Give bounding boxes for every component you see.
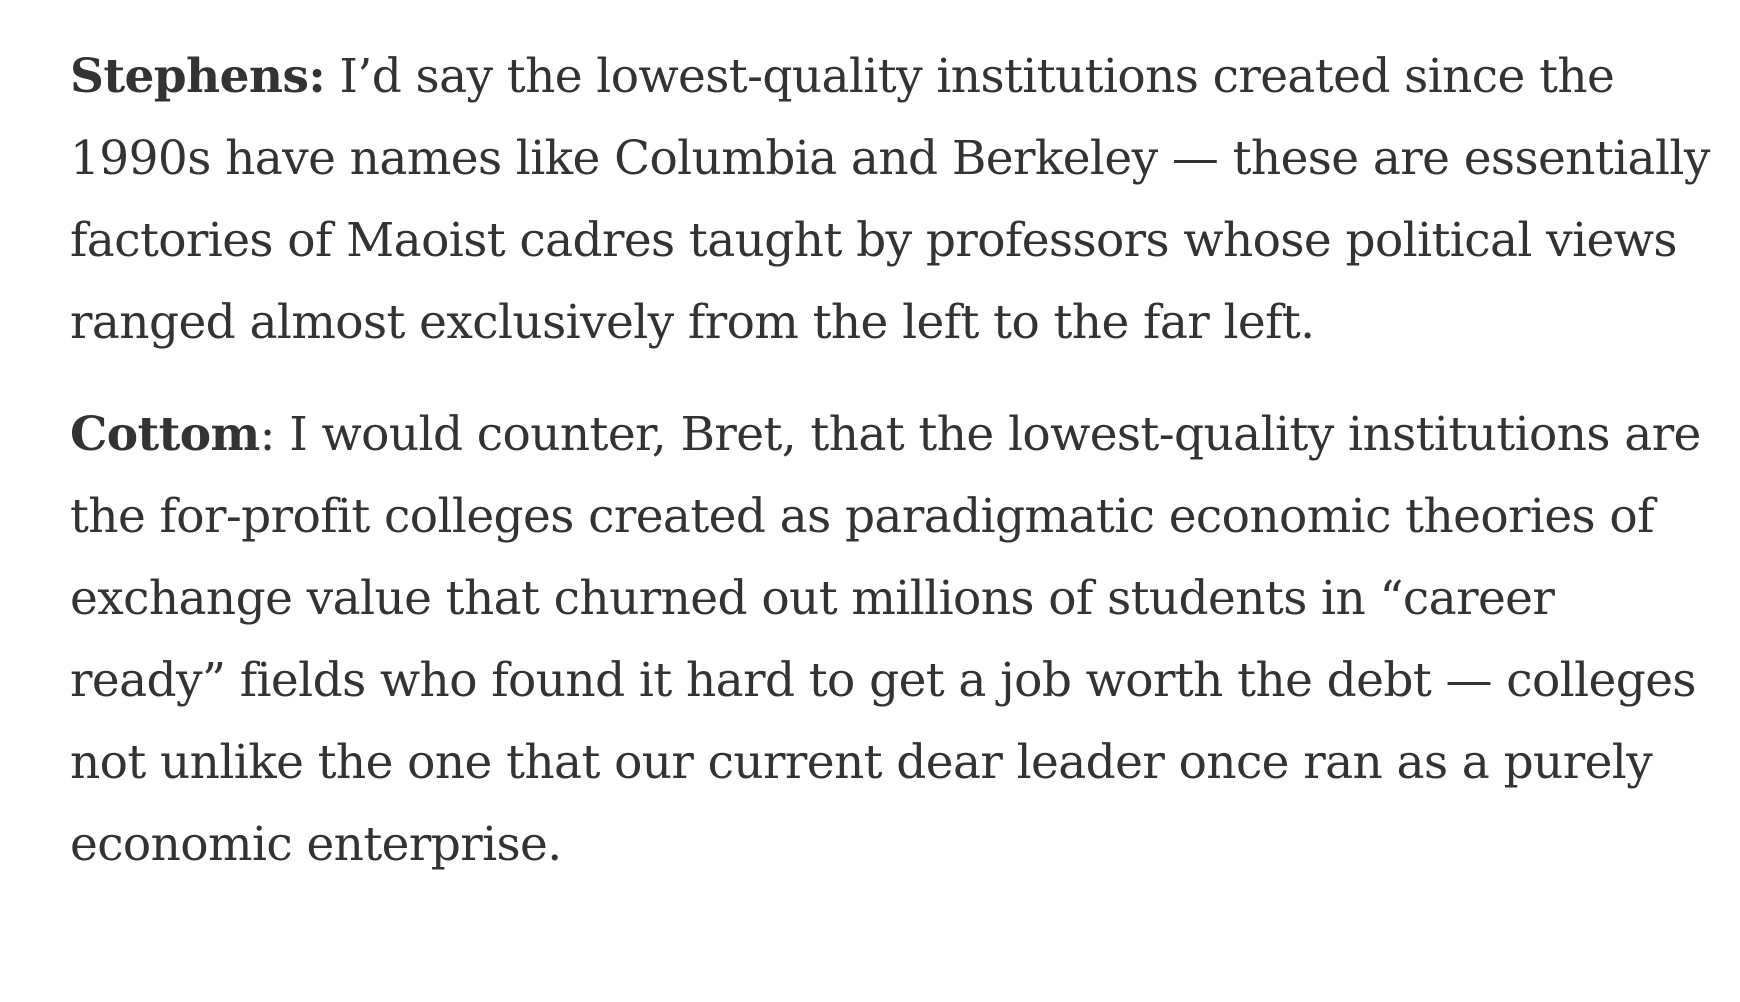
paragraph-text: I’d say the lowest-quality institutions … [70, 49, 1710, 350]
speaker-name: Stephens: [70, 49, 326, 104]
speaker-name: Cottom [70, 407, 260, 462]
article-body: Stephens: I’d say the lowest-quality ins… [70, 36, 1710, 916]
speaker-separator: : [259, 407, 290, 462]
paragraph-stephens: Stephens: I’d say the lowest-quality ins… [70, 36, 1710, 364]
speaker-separator [325, 49, 339, 104]
paragraph-cottom: Cottom: I would counter, Bret, that the … [70, 394, 1710, 886]
paragraph-text: I would counter, Bret, that the lowest-q… [70, 407, 1701, 872]
